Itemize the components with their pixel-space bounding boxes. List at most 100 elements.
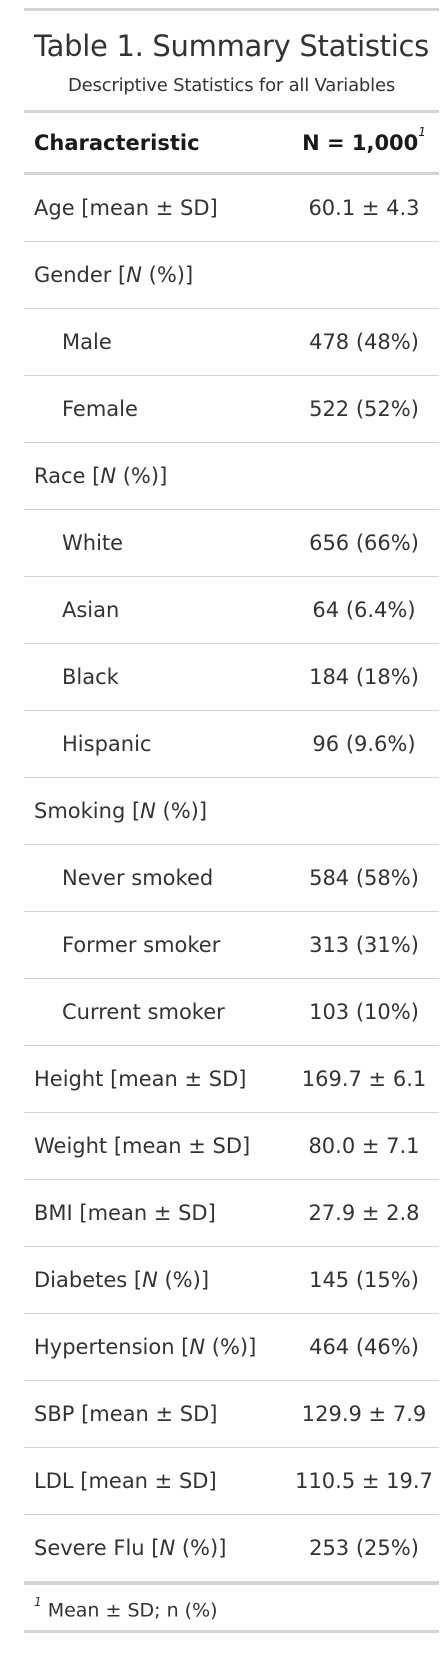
row-label: Male — [24, 330, 289, 354]
row-label: Height [mean ± SD] — [24, 1067, 289, 1091]
row-label-text: Hispanic — [62, 732, 152, 756]
row-label: White — [24, 531, 289, 555]
row-label-text: Never smoked — [62, 866, 214, 890]
row-label-suffix: (%)] — [205, 1335, 257, 1359]
table-row: Gender [N (%)] — [24, 242, 439, 309]
row-label-suffix: (%)] — [157, 1268, 210, 1292]
column-header-n-text: N = 1,000 — [302, 130, 419, 155]
table-row: LDL [mean ± SD] 110.5 ± 19.7 — [24, 1448, 439, 1515]
row-label-text: SBP [mean ± SD] — [34, 1402, 218, 1426]
row-value: 522 (52%) — [309, 397, 419, 421]
row-label: Severe Flu [N (%)] — [24, 1536, 289, 1560]
row-value: 110.5 ± 19.7 — [295, 1469, 433, 1493]
table-row: Male 478 (48%) — [24, 309, 439, 376]
table-row: Female 522 (52%) — [24, 376, 439, 443]
row-label: Never smoked — [24, 866, 289, 890]
row-value: 656 (66%) — [309, 531, 419, 555]
row-label: Current smoker — [24, 1000, 289, 1024]
row-value: 27.9 ± 2.8 — [308, 1201, 420, 1225]
table-row: BMI [mean ± SD] 27.9 ± 2.8 — [24, 1180, 439, 1247]
bottom-rule — [24, 1582, 439, 1585]
summary-table: Table 1. Summary Statistics Descriptive … — [24, 8, 439, 1634]
table-row: Never smoked 584 (58%) — [24, 845, 439, 912]
row-label: Hypertension [N (%)] — [24, 1335, 289, 1359]
row-value: 169.7 ± 6.1 — [301, 1067, 427, 1091]
row-label-italic: N — [100, 464, 117, 488]
row-label-text: Current smoker — [62, 1000, 225, 1024]
table-subtitle: Descriptive Statistics for all Variables — [67, 75, 396, 96]
footnote-text: Mean ± SD; n (%) — [47, 1599, 218, 1622]
column-header-characteristic: Characteristic — [34, 130, 200, 155]
row-label-text: Race [ — [34, 464, 101, 488]
column-header-n: N = 1,0001 — [289, 125, 439, 155]
header-footnote-marker: 1 — [418, 124, 426, 139]
row-label-text: White — [62, 531, 124, 555]
row-label-text: Asian — [62, 598, 120, 622]
row-value: 145 (15%) — [309, 1268, 419, 1292]
row-value: 103 (10%) — [309, 1000, 419, 1024]
row-label: Weight [mean ± SD] — [24, 1134, 289, 1158]
table-row: Current smoker 103 (10%) — [24, 979, 439, 1046]
table-row: Hypertension [N (%)] 464 (46%) — [24, 1314, 439, 1381]
row-label-text: LDL [mean ± SD] — [34, 1469, 217, 1493]
row-label-text: Former smoker — [62, 933, 221, 957]
row-value: 478 (48%) — [309, 330, 419, 354]
table-row: Diabetes [N (%)] 145 (15%) — [24, 1247, 439, 1314]
row-label: Former smoker — [24, 933, 289, 957]
row-label-text: BMI [mean ± SD] — [34, 1201, 216, 1225]
row-label-suffix: (%)] — [175, 1536, 227, 1560]
row-value: 253 (25%) — [309, 1536, 419, 1560]
row-label-suffix: (%)] — [116, 464, 168, 488]
table-row: Former smoker 313 (31%) — [24, 912, 439, 979]
row-label-italic: N — [189, 1335, 206, 1359]
row-label: Age [mean ± SD] — [24, 196, 289, 220]
row-label-suffix: (%)] — [155, 799, 208, 823]
row-label-text: Weight [mean ± SD] — [34, 1134, 251, 1158]
row-label: LDL [mean ± SD] — [24, 1469, 289, 1493]
row-label-italic: N — [159, 1536, 176, 1560]
title-rule — [24, 110, 439, 113]
row-label-italic: N — [126, 263, 142, 287]
row-value: 129.9 ± 7.9 — [301, 1402, 427, 1426]
final-rule — [24, 1630, 439, 1634]
row-label: SBP [mean ± SD] — [24, 1402, 289, 1426]
row-label: Black — [24, 665, 289, 689]
row-label-suffix: (%)] — [141, 263, 194, 287]
row-value: 64 (6.4%) — [312, 598, 416, 622]
row-label-text: Smoking [ — [34, 799, 141, 823]
row-label-italic: N — [140, 799, 156, 823]
row-value: 313 (31%) — [309, 933, 419, 957]
row-label-text: Female — [62, 397, 138, 421]
row-label: Smoking [N (%)] — [24, 799, 289, 823]
row-label: Gender [N (%)] — [24, 263, 289, 287]
table-row: White 656 (66%) — [24, 510, 439, 577]
row-label-text: Black — [62, 665, 119, 689]
table-row: Height [mean ± SD] 169.7 ± 6.1 — [24, 1046, 439, 1113]
footnote-marker: 1 — [34, 1595, 42, 1609]
row-label-italic: N — [142, 1268, 158, 1292]
row-label: BMI [mean ± SD] — [24, 1201, 289, 1225]
table-title: Table 1. Summary Statistics — [34, 29, 429, 63]
table-row: SBP [mean ± SD] 129.9 ± 7.9 — [24, 1381, 439, 1448]
row-label: Hispanic — [24, 732, 289, 756]
table-row: Age [mean ± SD] 60.1 ± 4.3 — [24, 175, 439, 242]
table-footnote: 1 Mean ± SD; n (%) — [24, 1585, 439, 1630]
column-header-row: Characteristic N = 1,0001 — [24, 113, 439, 175]
row-label: Female — [24, 397, 289, 421]
table-row: Hispanic 96 (9.6%) — [24, 711, 439, 778]
row-value: 464 (46%) — [309, 1335, 419, 1359]
row-label-text: Height [mean ± SD] — [34, 1067, 247, 1091]
row-label-text: Hypertension [ — [34, 1335, 190, 1359]
row-label-text: Diabetes [ — [34, 1268, 143, 1292]
row-value: 60.1 ± 4.3 — [308, 196, 420, 220]
table-row: Asian 64 (6.4%) — [24, 577, 439, 644]
row-label: Asian — [24, 598, 289, 622]
row-value: 96 (9.6%) — [312, 732, 416, 756]
table-row: Smoking [N (%)] — [24, 778, 439, 845]
row-label-text: Male — [62, 330, 112, 354]
row-label-text: Severe Flu [ — [34, 1536, 160, 1560]
table-row: Black 184 (18%) — [24, 644, 439, 711]
row-value: 80.0 ± 7.1 — [308, 1134, 420, 1158]
row-value: 584 (58%) — [309, 866, 419, 890]
table-row: Race [N (%)] — [24, 443, 439, 510]
